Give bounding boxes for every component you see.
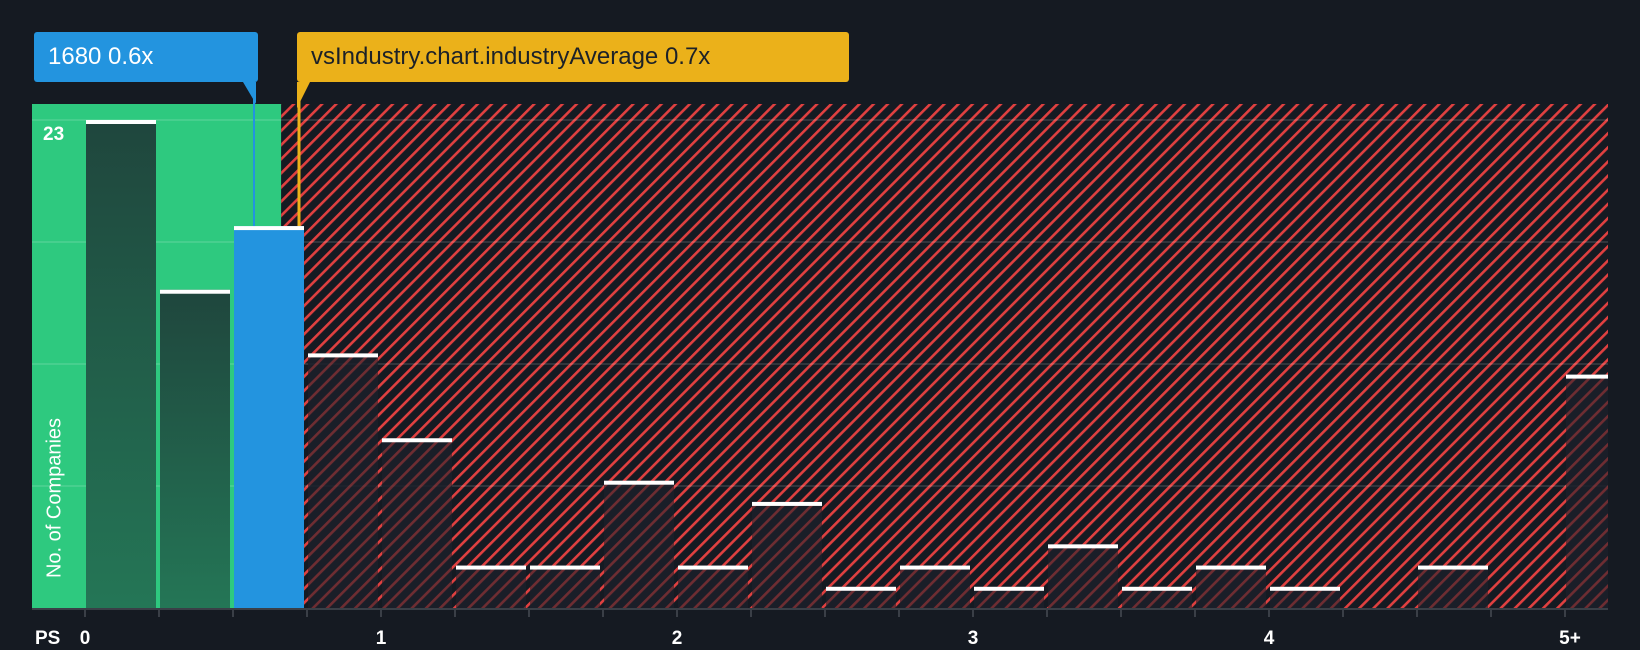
histogram-bar: [1122, 586, 1192, 608]
histogram-bar: [86, 120, 156, 608]
histogram-bar: [900, 565, 970, 608]
overvalued-zone: [281, 104, 1609, 608]
bar-body: [530, 565, 600, 608]
x-axis-name: PS: [35, 628, 61, 649]
histogram-bar: [1418, 565, 1488, 608]
histogram-bar: [530, 565, 600, 608]
y-max-label: 23: [43, 124, 65, 145]
histogram-bar: [604, 480, 674, 608]
x-tick-label: 2: [671, 628, 683, 649]
industry-average-callout: vsIndustry.chart.industryAverage 0.7x: [297, 32, 849, 82]
bar-top-marker: [1122, 586, 1192, 591]
bar-body: [456, 565, 526, 608]
bar-top-marker: [1270, 586, 1340, 591]
bar-body: [974, 586, 1044, 608]
bar-top-marker: [752, 501, 822, 506]
bar-top-marker: [1566, 374, 1608, 379]
bar-body: [1270, 586, 1340, 608]
bar-body: [900, 565, 970, 608]
bar-body: [308, 353, 378, 608]
histogram-bar: [382, 438, 452, 608]
x-tick-label: 1: [375, 628, 387, 649]
x-axis: [32, 608, 1608, 617]
bar-top-marker: [382, 438, 452, 443]
valuation-zones: [32, 104, 1609, 608]
bar-top-marker: [1196, 565, 1266, 570]
y-axis-label: No. of Companies: [43, 417, 66, 579]
bar-body: [678, 565, 748, 608]
histogram-bar: [1270, 586, 1340, 608]
bar-top-marker: [234, 226, 304, 231]
industry-average-label: vsIndustry.chart.industryAverage 0.7x: [311, 43, 711, 70]
bar-body: [234, 226, 304, 608]
bar-body: [1566, 374, 1608, 608]
bar-top-marker: [530, 565, 600, 570]
histogram-bar: [456, 565, 526, 608]
histogram-bar: [234, 226, 304, 608]
bar-body: [86, 120, 156, 608]
x-tick-label: 4: [1263, 628, 1275, 649]
bar-body: [1196, 565, 1266, 608]
value-markers: [243, 82, 310, 226]
company-value-callout: 1680 0.6x: [34, 32, 258, 82]
bar-body: [160, 289, 230, 608]
x-tick-label: 5+: [1559, 628, 1581, 649]
bar-top-marker: [826, 586, 896, 591]
bar-top-marker: [1418, 565, 1488, 570]
company-callout-pointer: [243, 82, 256, 104]
histogram-bar: [308, 353, 378, 608]
bar-body: [1122, 586, 1192, 608]
x-tick-label: 3: [967, 628, 979, 649]
bars: [86, 120, 1608, 608]
bar-top-marker: [308, 353, 378, 358]
bar-top-marker: [900, 565, 970, 570]
industry-callout-pointer: [297, 82, 310, 108]
bar-top-marker: [604, 480, 674, 485]
bar-body: [1418, 565, 1488, 608]
histogram-bar: [160, 289, 230, 608]
bar-body: [752, 501, 822, 608]
histogram-bar: [1566, 374, 1608, 608]
histogram-bar: [1048, 544, 1118, 608]
x-tick-label: 0: [79, 628, 91, 649]
histogram-bar: [1196, 565, 1266, 608]
histogram-bar: [826, 586, 896, 608]
histogram-bar: [752, 501, 822, 608]
company-value-label: 1680 0.6x: [48, 43, 154, 70]
histogram-bar: [974, 586, 1044, 608]
bar-body: [1048, 544, 1118, 608]
bar-body: [604, 480, 674, 608]
bar-body: [382, 438, 452, 608]
bar-top-marker: [160, 289, 230, 294]
bar-top-marker: [974, 586, 1044, 591]
bar-body: [826, 586, 896, 608]
bar-top-marker: [86, 120, 156, 124]
bar-top-marker: [456, 565, 526, 570]
bar-top-marker: [1048, 544, 1118, 549]
bar-top-marker: [678, 565, 748, 570]
histogram-bar: [678, 565, 748, 608]
